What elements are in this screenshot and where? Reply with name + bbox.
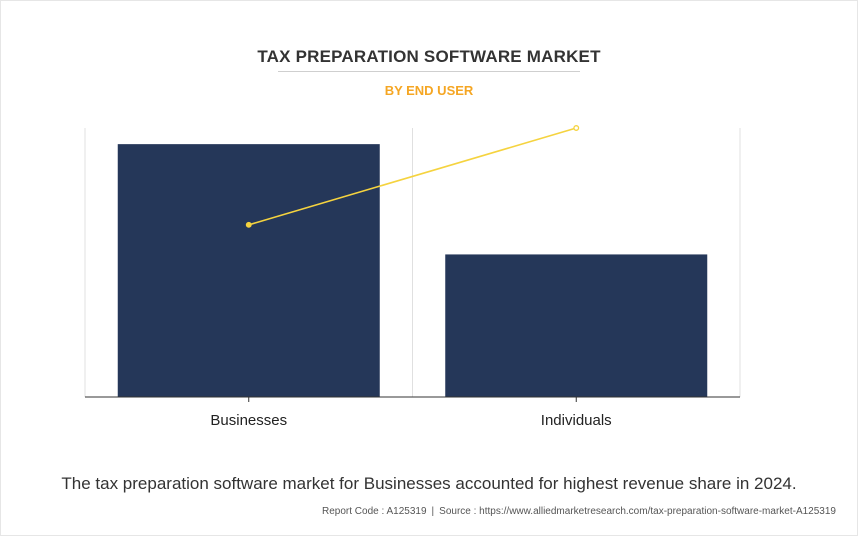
title-divider [278, 71, 580, 72]
chart-caption: The tax preparation software market for … [61, 474, 797, 493]
line-point-individuals [573, 125, 580, 131]
source-link[interactable]: Source : https://www.alliedmarketresearc… [439, 506, 836, 517]
x-tick-label-individuals: Individuals [541, 412, 612, 429]
footer: Report Code : A125319 | Source : https://w… [322, 506, 836, 517]
chart-title: TAX PREPARATION SOFTWARE MARKET [257, 47, 601, 66]
x-tick-label-businesses: Businesses [210, 412, 287, 429]
bar-businesses [117, 144, 380, 397]
line-series [248, 127, 577, 226]
line-point-businesses [245, 221, 252, 228]
report-code: Report Code : A125319 [322, 506, 427, 517]
footer-separator: | [431, 506, 435, 517]
bar-individuals [445, 254, 708, 397]
chart-subtitle: BY END USER [384, 83, 474, 98]
